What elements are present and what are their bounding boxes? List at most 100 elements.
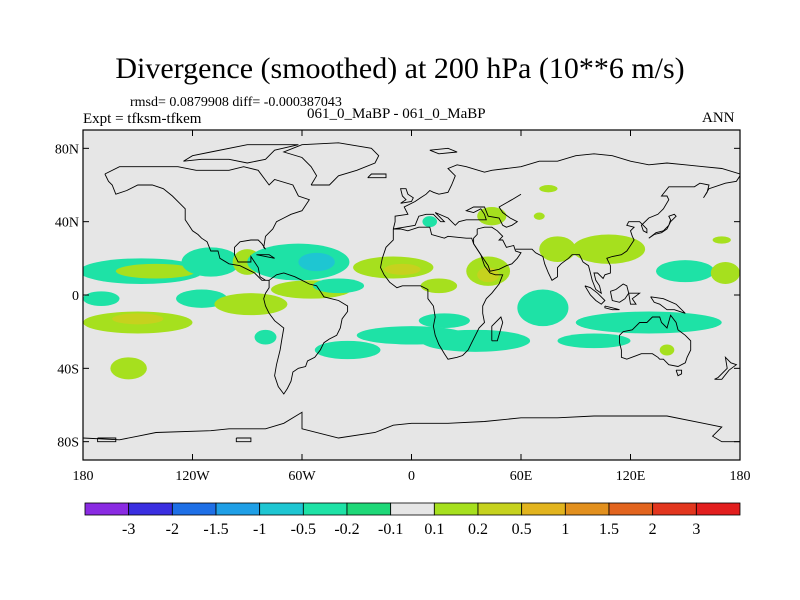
anomaly-region [539,236,576,262]
anomaly-region [384,263,421,275]
anomaly-region [422,216,438,228]
coastline [367,173,387,179]
anomaly-region [420,329,531,352]
y-tick-label: 80N [55,142,79,157]
stats-text: rmsd= 0.0879908 diff= -0.000387043 [130,95,342,110]
colorbar-label: -0.5 [291,521,316,538]
colorbar-label: -0.2 [334,521,359,538]
colorbar-swatch [564,502,610,516]
colorbar-label: 3 [692,521,700,538]
coastline [515,175,740,295]
anomaly-region [115,263,197,279]
colorbar-label: 1.5 [599,521,619,538]
anomaly-region [420,278,458,294]
anomaly-region [539,185,558,193]
anomaly-region [572,234,646,264]
coastline [491,316,504,342]
coastline [263,272,349,395]
coastline [400,188,414,204]
chart-title: Divergence (smoothed) at 200 hPa (10**6 … [115,52,685,85]
x-tick-label: 60W [288,469,316,484]
coastline [473,226,522,272]
colorbar-swatch [608,502,654,516]
colorbar-swatch [433,502,479,516]
colorbar-swatch [215,502,261,516]
coastline [429,147,458,155]
colorbar-swatch [521,502,566,516]
colorbar-label: -1.5 [203,521,228,538]
colorbar-label: 0.2 [468,521,488,538]
x-tick-label: 120E [616,469,646,484]
colorbar-swatch [302,502,348,516]
colorbar-label: 2 [649,521,657,538]
y-tick-label: 40S [57,362,79,377]
anomaly-region [533,212,545,220]
x-tick-label: 60E [510,469,533,484]
coastline [393,193,522,230]
x-tick-label: 0 [408,469,415,484]
coastline [628,292,641,305]
colorbar-label: -2 [166,521,179,538]
colorbar-label: 0.1 [424,521,444,538]
coastline [584,285,606,305]
coastline [183,144,299,164]
colorbar-swatch [259,502,304,516]
colorbar-label: 1 [561,521,569,538]
anomaly-region [557,333,631,349]
x-tick-label: 120W [175,469,210,484]
anomaly-region [83,291,120,306]
anomaly-region [517,289,569,327]
coastline [650,296,686,314]
colorbar-swatch [128,502,173,516]
coastline [83,411,740,443]
y-tick-label: 80S [57,436,79,451]
anomaly-region [710,262,740,284]
anomaly-region [312,278,365,294]
experiment-label: Expt = tfksm-tfkem [83,111,202,127]
coastline [282,142,380,186]
colorbar-swatch [390,502,435,516]
coastline [675,369,683,377]
coastline [104,166,310,281]
colorbar-label: 0.5 [512,521,532,538]
anomaly-region [214,293,288,316]
coastline [648,213,677,239]
coastline [392,153,740,230]
coastline [380,226,504,360]
anomaly-region [418,313,470,328]
coastline [235,437,252,443]
anomaly-region [176,289,228,308]
anomaly-region [477,207,507,226]
case-label: 061_0_MaBP - 061_0_MaBP [307,106,486,122]
colorbar-swatch [652,502,697,516]
coastline [97,437,117,443]
anomaly-region [656,260,715,283]
colorbar-label: -0.1 [378,521,403,538]
anomaly-region [575,311,722,334]
coastline [619,314,692,367]
y-tick-label: 0 [72,289,79,304]
y-tick-label: 40N [55,216,79,231]
colorbar-swatch [84,502,130,516]
colorbar-swatch [346,502,392,516]
x-tick-label: 180 [73,469,94,484]
colorbar-swatch [695,502,741,516]
anomaly-region [477,267,500,283]
colorbar-swatch [171,502,217,516]
x-tick-label: 180 [730,469,751,484]
anomaly-region [181,247,240,277]
anomaly-region [298,252,335,272]
anomaly-region [254,329,277,345]
colorbar-label: -3 [122,521,135,538]
coastline [604,305,620,311]
season-label: ANN [702,110,735,126]
colorbar-label: -1 [253,521,266,538]
anomaly-region [712,236,731,244]
anomaly-region [659,344,675,356]
colorbar-swatch [477,502,523,516]
coastline [714,355,738,380]
coastline [256,254,275,259]
anomaly-region [112,313,164,325]
anomaly-region [314,340,381,360]
